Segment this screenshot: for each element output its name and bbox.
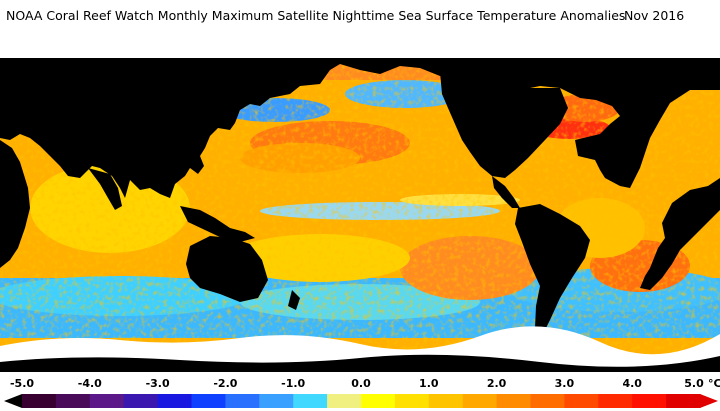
legend-swatch xyxy=(496,394,531,408)
indonesia-land xyxy=(180,206,255,242)
legend-tick-label: 3.0 xyxy=(555,377,575,390)
legend-tick-label: -4.0 xyxy=(78,377,102,390)
legend-swatch xyxy=(225,394,260,408)
antarctica-land xyxy=(0,354,720,372)
legend-swatch xyxy=(157,394,192,408)
land xyxy=(0,58,720,336)
legend-tick-label: -2.0 xyxy=(213,377,237,390)
legend-swatch xyxy=(191,394,226,408)
map-title: NOAA Coral Reef Watch Monthly Maximum Sa… xyxy=(6,8,626,23)
legend-swatch xyxy=(123,394,159,408)
legend-swatch xyxy=(632,394,667,408)
legend-unit: °C xyxy=(708,377,720,390)
legend-swatch xyxy=(564,394,599,408)
arctic-ice xyxy=(0,28,720,58)
legend-tick-label: 5.0 xyxy=(684,377,704,390)
legend-swatch xyxy=(89,394,125,408)
legend-swatch xyxy=(428,394,464,408)
legend-swatch xyxy=(327,394,362,408)
sst-anomaly-map xyxy=(0,28,720,372)
legend-swatch xyxy=(361,394,396,408)
central-america-land xyxy=(492,176,520,208)
new-zealand-land xyxy=(288,290,300,310)
legend-swatch xyxy=(259,394,294,408)
legend-swatch xyxy=(293,394,328,408)
legend-tick-label: 1.0 xyxy=(419,377,439,390)
legend-swatch xyxy=(394,394,430,408)
india-land xyxy=(88,168,122,210)
eurasia-land xyxy=(0,58,720,198)
map-date: Nov 2016 xyxy=(624,8,685,23)
legend-swatch xyxy=(55,394,91,408)
legend-tick-label: -1.0 xyxy=(281,377,305,390)
legend-tick-label: 2.0 xyxy=(487,377,507,390)
legend-swatch xyxy=(666,394,701,408)
legend-swatch xyxy=(598,394,633,408)
greenland-land xyxy=(540,58,600,90)
africa-west-land xyxy=(0,140,30,268)
color-scale-svg: -5.0 -4.0 -3.0 -2.0 -1.0 0.0 1.0 2.0 3.0 4.0 5.0 °C xyxy=(4,377,720,408)
legend-max-arrow xyxy=(700,394,718,408)
south-america-land xyxy=(515,204,590,336)
legend-swatch xyxy=(22,394,57,408)
map-title-bar: NOAA Coral Reef Watch Monthly Maximum Sa… xyxy=(0,0,720,28)
legend-tick-label: -5.0 xyxy=(10,377,34,390)
legend-swatch xyxy=(530,394,565,408)
legend-swatch xyxy=(462,394,498,408)
legend-min-arrow xyxy=(4,394,22,408)
legend: -5.0 -4.0 -3.0 -2.0 -1.0 0.0 1.0 2.0 3.0 4.0 5.0 °C xyxy=(0,372,720,411)
legend-tick-label: 0.0 xyxy=(351,377,371,390)
legend-tick-label: -3.0 xyxy=(146,377,170,390)
north-america-land xyxy=(440,72,568,178)
legend-tick-label: 4.0 xyxy=(622,377,642,390)
australia-land xyxy=(186,236,268,302)
africa-land xyxy=(640,178,720,290)
